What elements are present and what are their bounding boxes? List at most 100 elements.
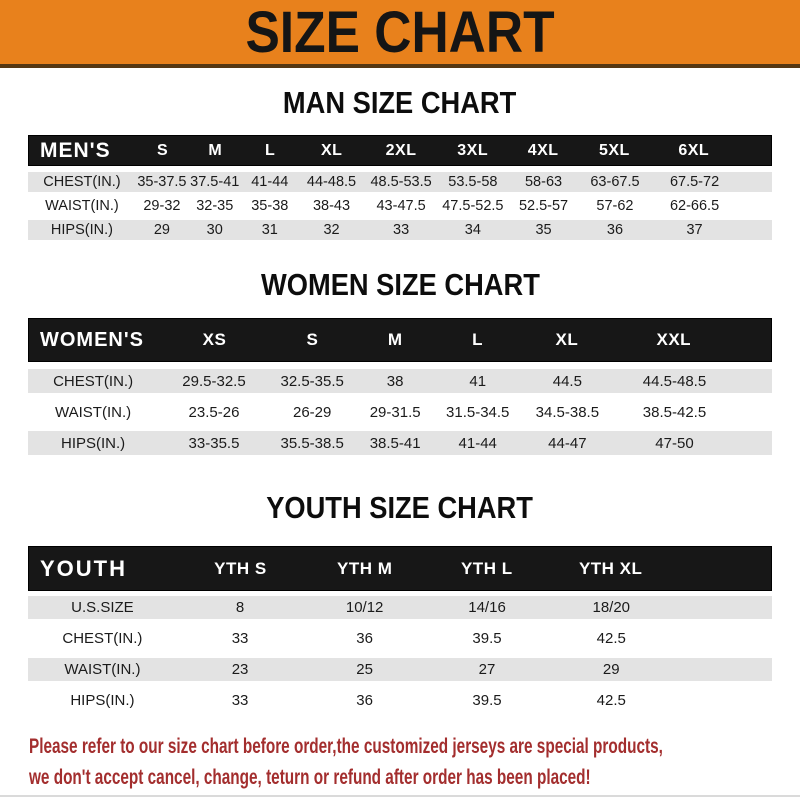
size-cell: 44.5-48.5	[642, 372, 707, 390]
women-table-header: WOMEN'S XS S M L XL XXL	[28, 318, 772, 362]
table-row: HIPS(IN.) 33-35.5 35.5-38.5 38.5-41 41-4…	[28, 431, 772, 455]
column-header: XS	[202, 330, 227, 349]
size-cell: 41-44	[251, 174, 289, 190]
youth-heading: YOUTH SIZE CHART	[0, 491, 800, 525]
size-cell: 39.5	[472, 692, 502, 709]
table-row: CHEST(IN.) 35-37.5 37.5-41 41-44 44-48.5…	[28, 172, 772, 192]
size-cell: 29	[602, 661, 620, 678]
size-cell: 10/12	[345, 599, 384, 616]
column-header: S	[306, 330, 319, 349]
size-cell: 38-43	[312, 198, 351, 214]
size-cell: 31	[261, 222, 278, 238]
size-cell: 48.5-53.5	[370, 174, 432, 190]
size-cell: 53.5-58	[448, 174, 498, 190]
size-cell: 18/20	[592, 599, 631, 616]
women-heading: WOMEN SIZE CHART	[0, 268, 800, 302]
size-cell: 62-66.5	[669, 198, 720, 214]
men-size-table: MEN'S S M L XL 2XL 3XL 4XL 5XL 6XL CHEST…	[28, 135, 772, 240]
column-header: YTH M	[337, 558, 393, 578]
size-cell: 33	[393, 222, 410, 238]
size-cell: 35	[535, 222, 552, 238]
row-label: CHEST(IN.)	[43, 174, 121, 190]
row-label: WAIST(IN.)	[45, 198, 119, 214]
size-cell: 29-31.5	[369, 403, 421, 421]
size-cell: 33-35.5	[188, 434, 240, 452]
size-cell: 43-47.5	[376, 198, 426, 214]
size-cell: 29	[153, 222, 170, 238]
column-header: 5XL	[598, 141, 630, 159]
row-label: CHEST(IN.)	[53, 372, 134, 390]
row-label: WAIST(IN.)	[64, 661, 141, 678]
size-cell: 39.5	[472, 630, 502, 647]
table-row: CHEST(IN.) 33 36 39.5 42.5	[28, 627, 772, 650]
size-cell: 38.5-41	[369, 434, 421, 452]
youth-table-title: YOUTH	[40, 555, 127, 581]
youth-section: YOUTH SIZE CHART YOUTH YTH S YTH M YTH L…	[0, 491, 800, 712]
size-cell: 23	[231, 661, 249, 678]
table-row: HIPS(IN.) 29 30 31 32 33 34 35 36 37	[28, 220, 772, 240]
youth-size-table: YOUTH YTH S YTH M YTH L YTH XL U.S.SIZE …	[28, 546, 772, 712]
men-table-title: MEN'S	[40, 138, 111, 162]
size-cell: 47.5-52.5	[442, 198, 504, 214]
size-cell: 67.5-72	[669, 174, 720, 190]
size-cell: 38.5-42.5	[642, 403, 707, 421]
women-size-table: WOMEN'S XS S M L XL XXL CHEST(IN.) 29.5-…	[28, 318, 772, 455]
size-cell: 63-67.5	[590, 174, 640, 190]
size-cell: 35-37.5	[137, 174, 187, 190]
size-cell: 26-29	[293, 403, 332, 421]
youth-heading-text: YOUTH SIZE CHART	[266, 490, 534, 525]
disclaimer-line-2: we don't accept cancel, change, teturn o…	[29, 766, 591, 789]
size-cell: 41-44	[458, 434, 497, 452]
size-cell: 42.5	[596, 692, 626, 709]
size-cell: 32-35	[196, 198, 234, 214]
table-row: CHEST(IN.) 29.5-32.5 32.5-35.5 38 41 44.…	[28, 369, 772, 393]
size-cell: 52.5-57	[518, 198, 569, 214]
table-row: U.S.SIZE 8 10/12 14/16 18/20	[28, 596, 772, 619]
row-label: HIPS(IN.)	[50, 222, 113, 238]
size-cell: 33	[231, 692, 249, 709]
size-cell: 36	[356, 630, 373, 647]
size-cell: 23.5-26	[188, 403, 240, 421]
table-row: WAIST(IN.) 29-32 32-35 35-38 38-43 43-47…	[28, 196, 772, 216]
column-header: XL	[320, 141, 343, 159]
size-cell: 32	[323, 222, 340, 238]
column-header: 2XL	[385, 141, 417, 159]
men-section: MAN SIZE CHART MEN'S S M L XL 2XL 3XL 4X…	[0, 86, 800, 240]
column-header: YTH S	[214, 558, 267, 578]
page-title: SIZE CHART	[245, 0, 555, 65]
size-cell: 41	[469, 372, 487, 390]
column-header: XXL	[656, 330, 692, 349]
row-label: HIPS(IN.)	[70, 692, 135, 709]
men-heading-text: MAN SIZE CHART	[283, 85, 517, 120]
column-header: YTH L	[460, 558, 513, 578]
size-cell: 8	[235, 599, 245, 616]
disclaimer: Please refer to our size chart before or…	[0, 731, 800, 793]
size-cell: 36	[356, 692, 373, 709]
column-header: M	[387, 330, 403, 349]
column-header: L	[264, 141, 276, 159]
size-cell: 31.5-34.5	[446, 403, 510, 421]
women-heading-text: WOMEN SIZE CHART	[260, 267, 540, 302]
size-cell: 34	[464, 222, 481, 238]
size-cell: 44-47	[548, 434, 587, 452]
size-cell: 57-62	[596, 198, 634, 214]
column-header: 4XL	[527, 141, 559, 159]
women-section: WOMEN SIZE CHART WOMEN'S XS S M L XL XXL…	[0, 268, 800, 455]
size-cell: 42.5	[596, 630, 626, 647]
size-cell: 30	[206, 222, 223, 238]
column-header: 6XL	[678, 141, 710, 159]
size-cell: 58-63	[524, 174, 563, 190]
size-cell: 29.5-32.5	[182, 372, 246, 390]
disclaimer-line-1: Please refer to our size chart before or…	[29, 735, 663, 758]
table-row: WAIST(IN.) 23.5-26 26-29 29-31.5 31.5-34…	[28, 400, 772, 424]
size-cell: 33	[231, 630, 249, 647]
size-cell: 32.5-35.5	[280, 372, 344, 390]
row-label: U.S.SIZE	[71, 599, 134, 616]
size-cell: 35-38	[251, 198, 289, 214]
size-cell: 35.5-38.5	[280, 434, 344, 452]
size-cell: 14/16	[468, 599, 506, 616]
size-cell: 27	[478, 661, 496, 678]
size-cell: 44-48.5	[306, 174, 357, 190]
bottom-divider	[0, 795, 800, 797]
